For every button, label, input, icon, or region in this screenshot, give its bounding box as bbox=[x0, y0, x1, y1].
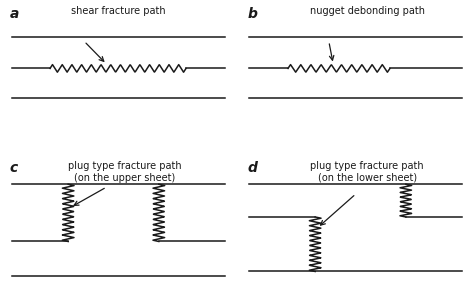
Text: nugget debonding path: nugget debonding path bbox=[310, 6, 425, 16]
Text: shear fracture path: shear fracture path bbox=[71, 6, 165, 16]
Text: a: a bbox=[9, 7, 18, 21]
Text: plug type fracture path
(on the lower sheet): plug type fracture path (on the lower sh… bbox=[310, 161, 424, 183]
Text: b: b bbox=[247, 7, 257, 21]
Text: c: c bbox=[9, 161, 18, 175]
Text: plug type fracture path
(on the upper sheet): plug type fracture path (on the upper sh… bbox=[68, 161, 182, 183]
Text: d: d bbox=[247, 161, 257, 175]
